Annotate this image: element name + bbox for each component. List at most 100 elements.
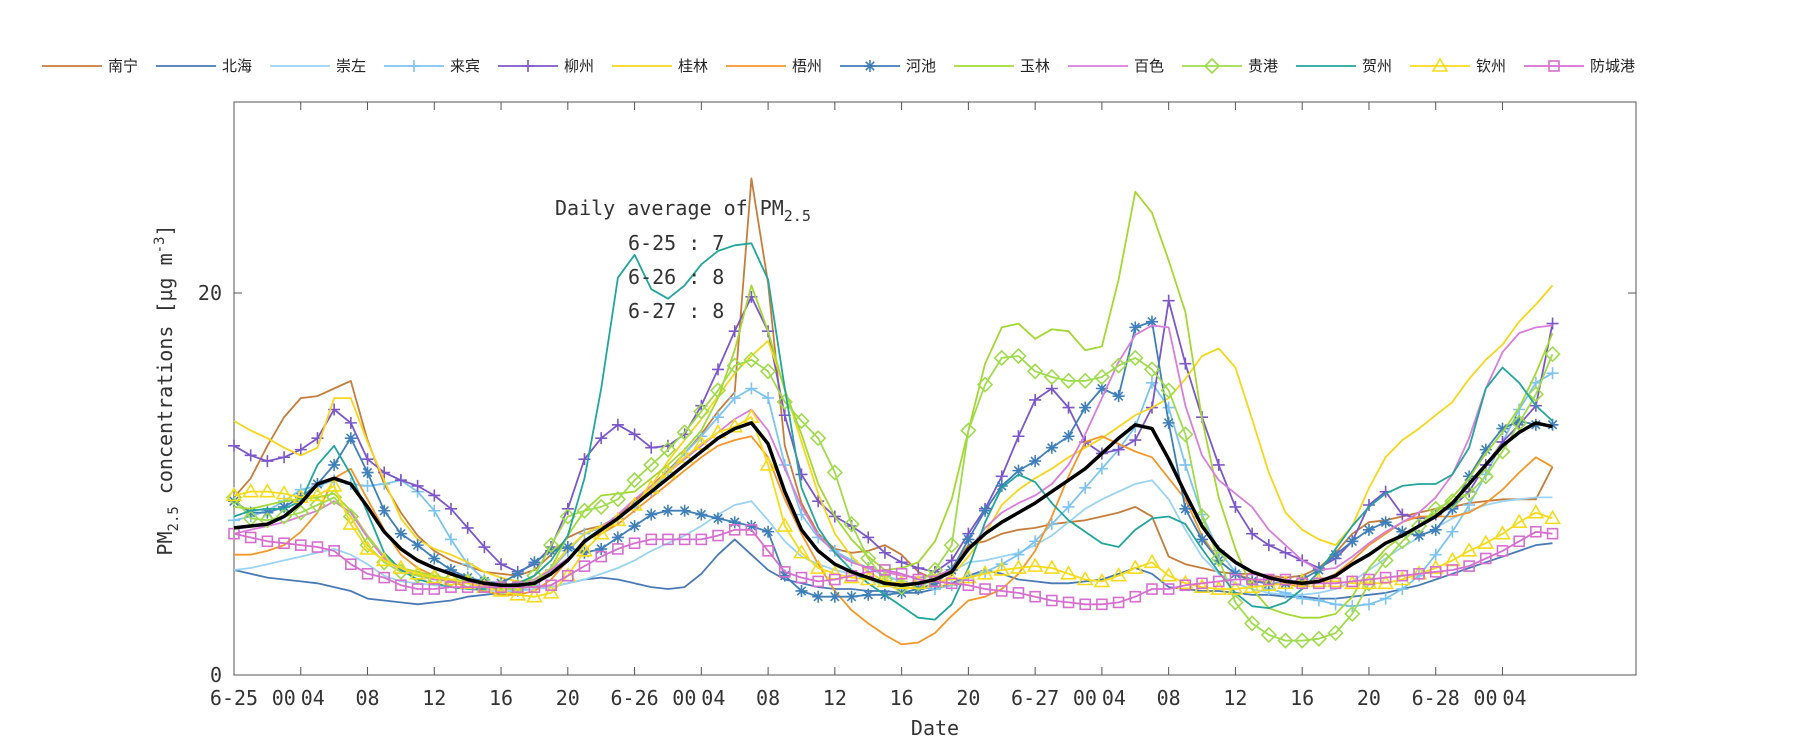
data-point [1362,523,1375,536]
data-point [378,504,391,517]
data-point [662,533,674,546]
series-line [233,353,1554,642]
data-point [611,418,624,431]
data-point [628,520,641,533]
x-tick-label: 20 [956,686,980,710]
data-point [1143,361,1161,378]
data-point [309,496,326,514]
data-point [709,382,727,399]
legend-marker [1548,60,1560,72]
legend-label: 百色 [1134,57,1164,75]
legend-label: 桂林 [678,57,708,75]
data-point [1413,567,1425,580]
data-point [244,449,257,462]
legend-label: 柳州 [564,57,594,75]
data-point [1496,545,1509,557]
data-point [1396,569,1409,582]
data-point [428,489,441,502]
data-point [445,581,457,593]
data-point [645,533,658,546]
data-point [442,570,460,586]
data-point [1546,367,1559,380]
x-tick-label: 16 [489,686,513,710]
data-point [328,545,340,557]
data-point [375,551,393,567]
data-point [1229,500,1242,513]
data-point [1396,508,1409,521]
annotation-line-2: 6-26 : 8 [628,265,724,289]
data-point [812,575,824,588]
data-point [1329,548,1342,561]
data-point [1093,368,1111,386]
data-point [1060,372,1077,389]
data-point [828,544,841,557]
data-point [611,531,624,544]
data-point [1029,455,1042,468]
data-point [495,558,508,571]
data-point [1393,570,1411,586]
data-point [762,392,775,405]
data-point [361,567,374,580]
data-point [912,562,925,575]
data-point [292,504,309,521]
data-point [759,363,777,380]
x-tick-label: 6-25 [210,686,258,710]
legend-item: 防城港 [1524,57,1635,75]
data-point [1162,583,1175,595]
legend-label: 钦州 [1476,57,1506,75]
data-point [225,486,243,502]
x-tick-label: 04 [701,686,725,710]
y-label-main: PM [153,531,177,555]
data-point [1346,575,1359,588]
annotation-line-1: 6-25 : 7 [628,231,724,255]
data-point [1079,481,1092,494]
data-point [1246,527,1259,540]
data-point [542,536,560,554]
data-point [809,559,827,574]
y-tick-label: 20 [198,281,222,305]
legend-item: 来宾 [384,57,480,75]
data-point [444,563,457,576]
data-point [1243,578,1261,593]
data-point [879,564,891,576]
data-point [895,556,908,569]
data-point [492,582,510,597]
data-point [509,586,527,601]
data-point [1362,598,1375,611]
legend-item: 桂林 [612,57,708,75]
y-label-rest: concentrations [µg m [153,253,177,506]
data-point [1413,529,1426,542]
data-point [1429,523,1442,536]
data-point [578,560,591,572]
x-tick-label: 08 [1157,686,1181,710]
data-point [1379,571,1392,584]
data-point [979,583,991,595]
data-point [1162,401,1175,414]
data-point [795,571,808,584]
data-point [411,539,424,552]
data-point [676,424,693,441]
x-tick-label: 16 [1290,686,1314,710]
legend-item: 贵港 [1182,57,1278,75]
data-point [728,524,741,536]
data-point [728,392,741,405]
y-tick-label: 0 [210,663,222,687]
data-point [1010,559,1027,574]
data-point [695,533,708,546]
data-point [1143,553,1161,569]
data-point [695,508,708,521]
data-point [712,411,725,424]
data-point [428,552,441,565]
data-point [626,472,643,489]
data-point [828,590,841,603]
legend-label: 梧州 [792,57,822,75]
data-point [1260,626,1277,644]
data-point [1129,321,1142,334]
legend-item: 钦州 [1410,57,1506,75]
data-point [278,500,291,513]
data-point [1463,470,1476,483]
data-point [395,579,407,592]
data-point [461,521,474,534]
x-tick-label: 00 [1473,686,1497,710]
x-tick-label: 00 [1073,686,1097,710]
